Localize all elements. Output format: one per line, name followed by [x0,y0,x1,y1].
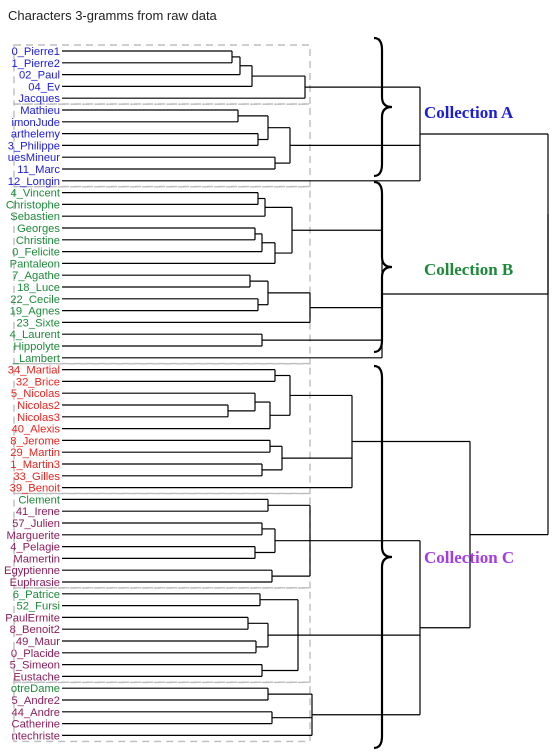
leaf-label: Nicolas2 [17,400,60,412]
cluster-box [13,185,311,365]
leaf-label: Mamertin [13,553,60,565]
leaf-label: arthelemy [11,129,61,141]
leaf-label: 8_Benoit2 [10,624,60,636]
leaf-label: Mathieu [20,105,60,117]
leaf-label: 41_Irene [16,506,60,518]
leaf-label: 52_Fursi [16,601,60,613]
leaf-label: 5_Andre2 [11,695,60,707]
leaf-label: 11_Marc [17,164,60,176]
leaf-label: 22_Cecile [10,294,60,306]
leaf-label: 44_Andre [11,707,60,719]
leaf-label: 3_Philippe [8,140,60,152]
leaf-label: 5_Nicolas [11,388,61,400]
leaf-label: 8_Jerome [10,435,60,447]
leaf-label: Georges [17,223,60,235]
leaf-label: 04_Ev [28,81,60,93]
leaf-label: Nicolas3 [17,412,60,424]
leaf-label: Marguerite [7,530,60,542]
leaf-label: 34_Martial [8,365,60,377]
leaf-label: 18_Luce [17,282,60,294]
collection-label: Collection C [424,548,514,567]
leaf-label: 12_Longin [8,176,60,188]
leaf-label: 6_Patrice [13,589,60,601]
leaf-label: 49_Maur [16,636,60,648]
collection-label: Collection B [424,260,513,279]
leaf-label: 4_Laurent [10,329,61,341]
leaf-label: 32_Brice [16,376,60,388]
leaf-label: 29_Martin [10,447,60,459]
leaf-label: imonJude [11,117,60,129]
leaf-label: Eustache [13,671,60,683]
leaf-label: 5_Simeon [10,660,60,672]
cluster-box [13,492,311,589]
leaf-label: Egyptienne [4,565,60,577]
leaf-label: 57_Julien [12,518,60,530]
leaf-label: 0_Placide [11,648,60,660]
leaf-label: uesMineur [8,152,61,164]
leaf-label: Sebastien [10,211,60,223]
leaf-label: Euphrasie [10,577,60,589]
collection-brace [373,36,393,178]
leaf-label: ntechriste [11,730,60,742]
leaf-label: _Lambert [12,353,61,365]
collection-brace [373,180,393,354]
leaf-label: 7_Agathe [12,270,60,282]
leaf-label: 4_Vincent [10,188,60,200]
collection-label: Collection A [424,103,514,122]
leaf-label: 02_Paul [19,70,60,82]
leaf-label: 1_Pierre2 [11,58,60,70]
leaf-label: Catherine [11,719,60,731]
collection-brace [373,364,393,750]
cluster-box [13,44,311,105]
leaf-label: Christophe [6,199,60,211]
leaf-label: 40_Alexis [11,424,60,436]
leaf-label: 1_Martin3 [10,459,60,471]
leaf-label: Clement [18,494,61,506]
leaf-label: Christine [16,235,60,247]
cluster-box [13,681,311,743]
leaf-label: Pantaleon [10,258,60,270]
leaf-label: 19_Agnes [10,306,61,318]
leaf-label: 0_Felicite [12,247,60,259]
leaf-label: otreDame [11,683,60,695]
leaf-label: PaulErmite [5,612,60,624]
leaf-label: 23_Sixte [16,317,60,329]
chart-title: Characters 3-gramms from raw data [8,8,218,23]
leaf-label: 39_Benoit [10,483,61,495]
leaf-label: 0_Pierre1 [11,46,60,58]
leaf-label: 4_Pelagie [10,542,60,554]
cluster-box [13,362,311,495]
leaf-label: Hippolyte [13,341,60,353]
cluster-box [13,587,311,684]
leaf-label: 33_Gilles [13,471,60,483]
leaf-label: Jacques [18,93,60,105]
